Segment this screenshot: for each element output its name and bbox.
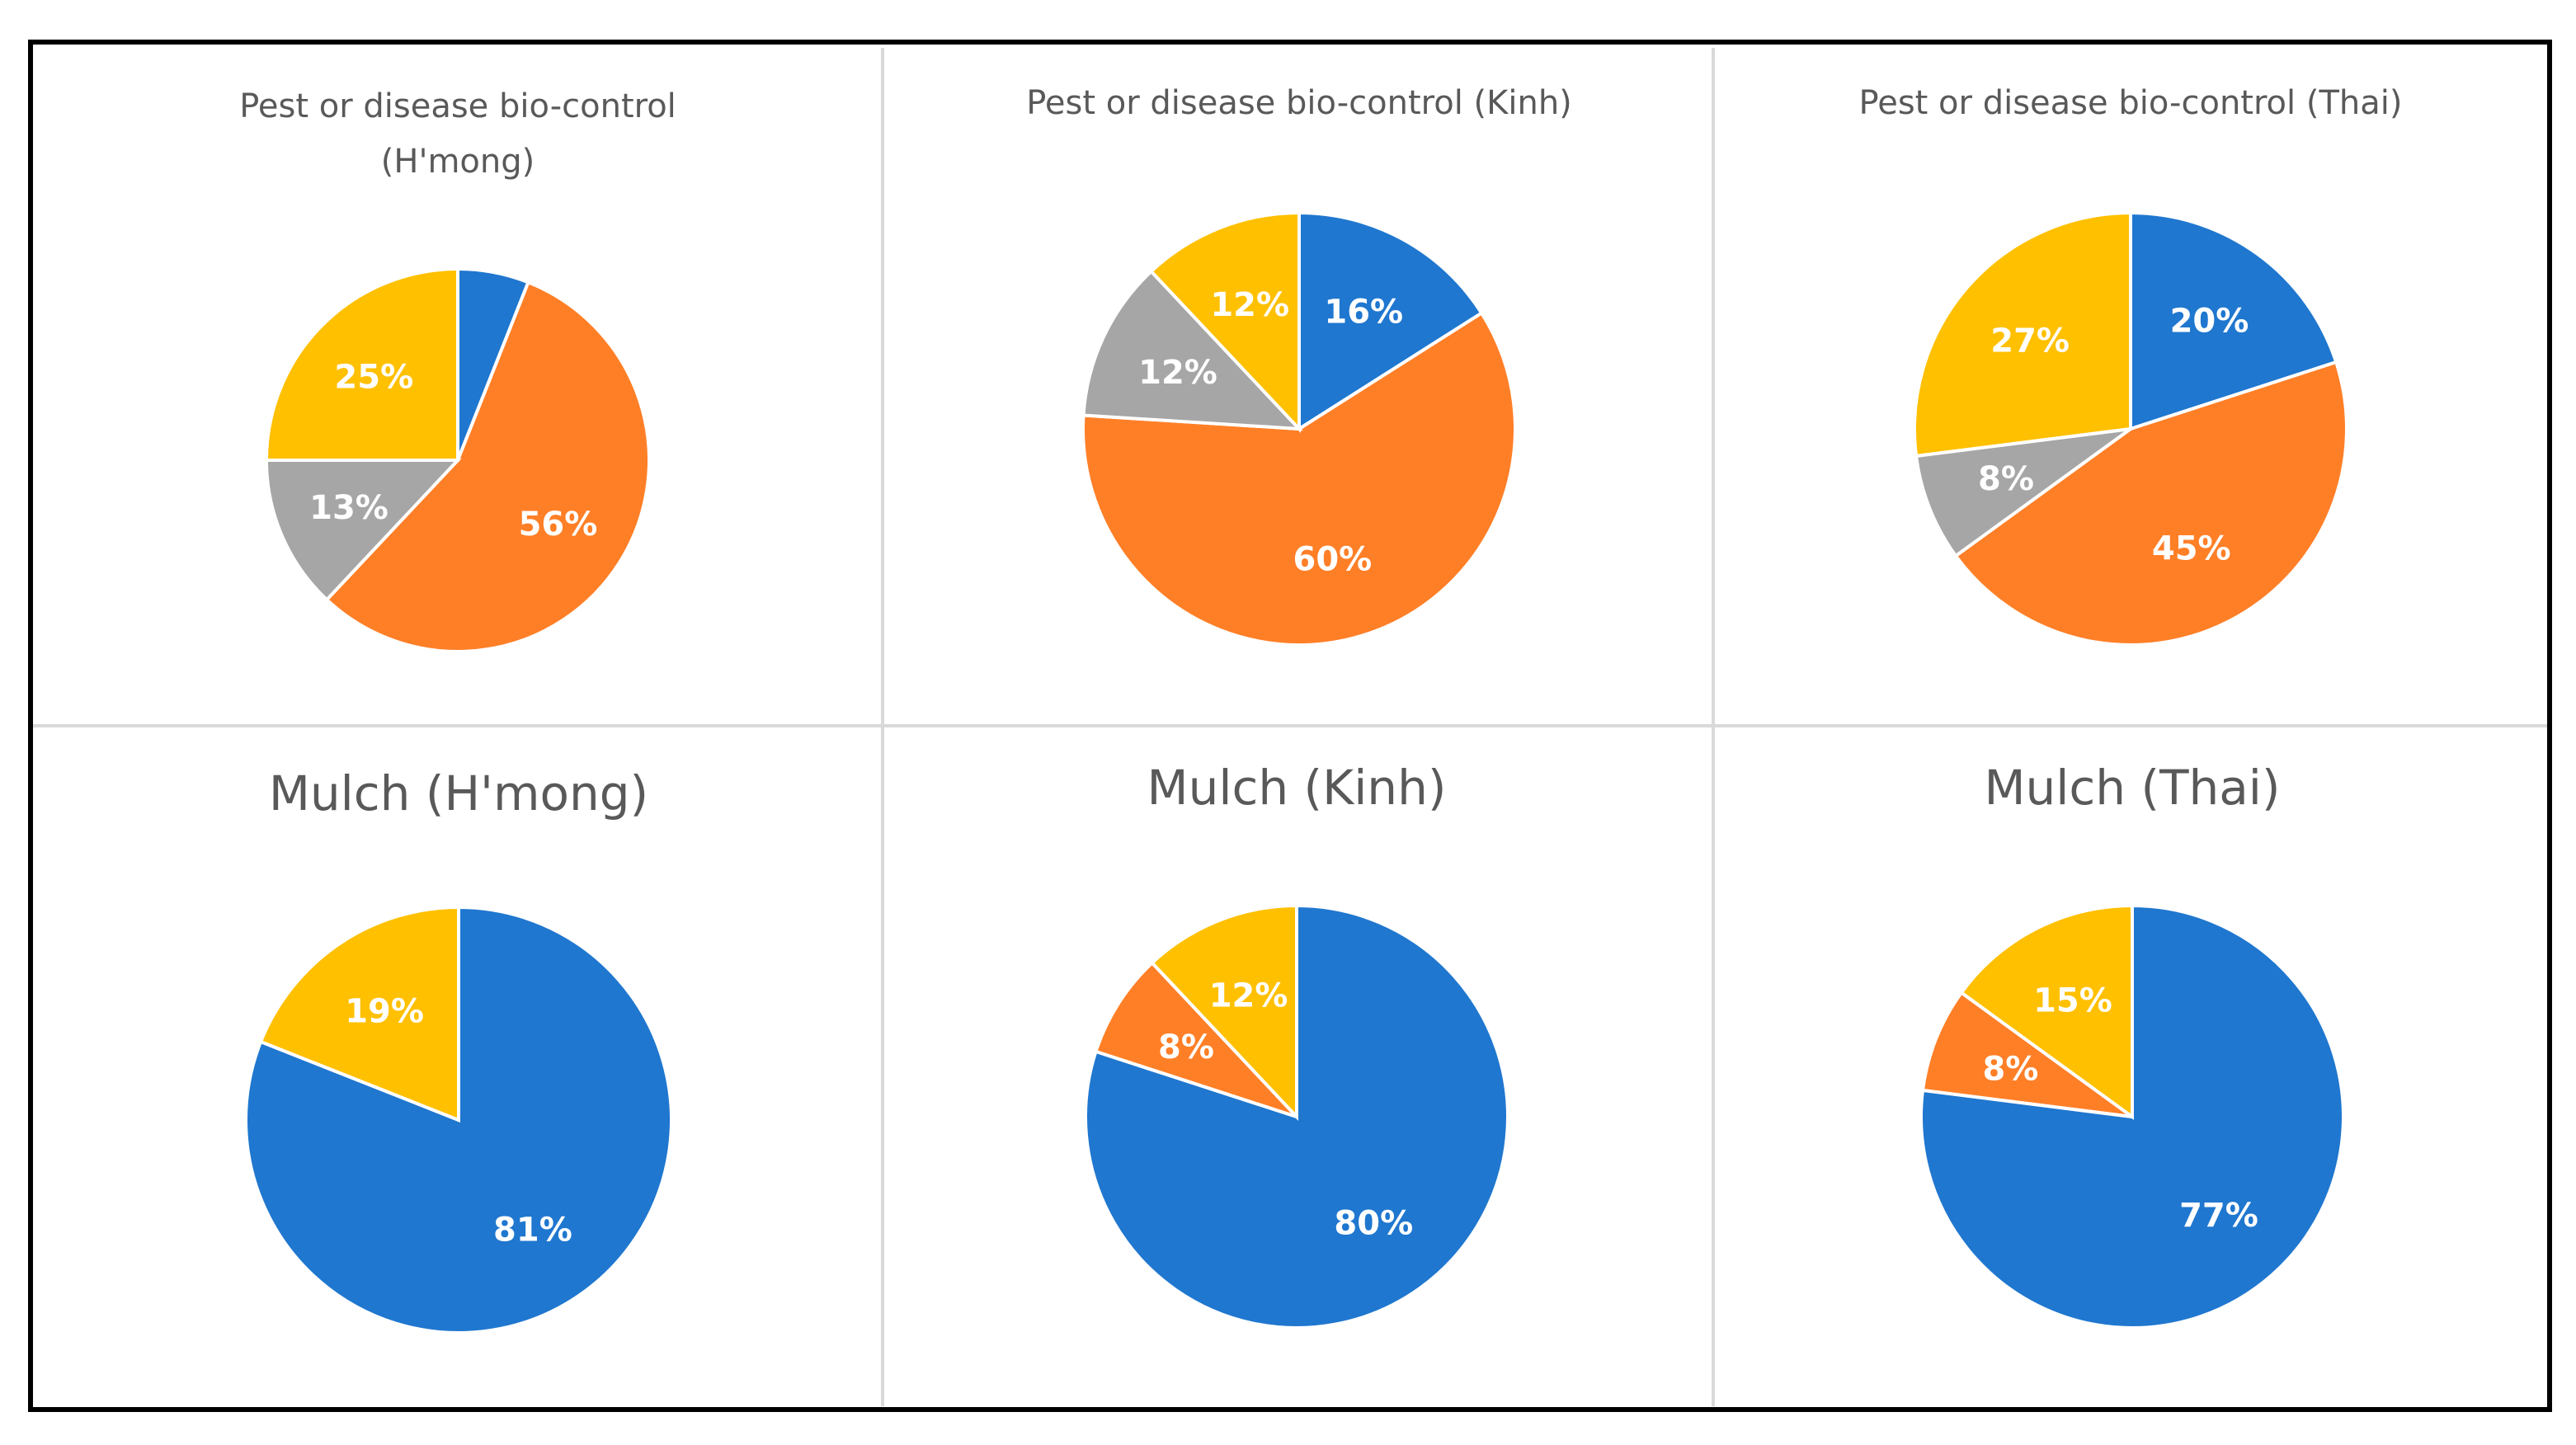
chart-title: Mulch (Kinh) bbox=[1147, 760, 1447, 816]
pie-slice-gray bbox=[264, 459, 462, 602]
pie-slice-blue bbox=[1297, 210, 1484, 432]
slice-label: 8% bbox=[1982, 1051, 2038, 1089]
pie-slice-yellow bbox=[1959, 903, 2134, 1120]
slice-label: 12% bbox=[1138, 354, 1217, 392]
chart-title: Mulch (H'mong) bbox=[269, 765, 648, 821]
slice-label: 56% bbox=[519, 506, 598, 544]
slice-label: 15% bbox=[2033, 982, 2112, 1020]
slice-label: 27% bbox=[1990, 322, 2070, 360]
pie-chart-5: Mulch (Kinh) 80% 8% 12% bbox=[1084, 760, 1509, 1330]
slice-label: 25% bbox=[334, 358, 413, 396]
pie-slice-blue bbox=[1084, 903, 1509, 1330]
pie-slice-yellow bbox=[1148, 210, 1301, 434]
slice-label: 20% bbox=[2170, 303, 2249, 341]
slice-label: 12% bbox=[1209, 977, 1288, 1014]
pie-chart-6: Mulch (Thai) 77% 8% 15% bbox=[1919, 760, 2345, 1330]
pie-slice-orange bbox=[1094, 960, 1298, 1118]
slice-label: 16% bbox=[1324, 294, 1403, 332]
slice-label: 81% bbox=[493, 1211, 572, 1249]
slice-label: 45% bbox=[2152, 530, 2231, 568]
pie-slice-yellow bbox=[264, 266, 459, 462]
pie-slice-orange bbox=[324, 280, 651, 653]
slice-label: 8% bbox=[1158, 1028, 1214, 1066]
pie-slice-yellow bbox=[258, 905, 460, 1123]
slice-label: 13% bbox=[309, 489, 389, 527]
pie-slice-yellow bbox=[1913, 210, 2132, 459]
chart-title: Mulch (Thai) bbox=[1984, 760, 2280, 816]
pie-slice-gray bbox=[1081, 269, 1303, 431]
pie-slice-gray bbox=[1914, 427, 2132, 558]
pie-slice-orange bbox=[1920, 990, 2134, 1118]
pie-chart-3: Pest or disease bio-control (Thai) 20% 45%… bbox=[1859, 84, 2403, 647]
pie-chart-2: Pest or disease bio-control (Kinh) 16% 60%… bbox=[1026, 84, 1572, 647]
chart-title: Pest or disease bio-control bbox=[239, 87, 676, 125]
pie-slice-yellow bbox=[1149, 903, 1298, 1122]
slice-label: 12% bbox=[1210, 286, 1289, 324]
pie-chart-1: Pest or disease bio-control (H'mong) 56% 13… bbox=[239, 87, 676, 653]
slice-label: 19% bbox=[345, 993, 424, 1031]
chart-title: (H'mong) bbox=[381, 143, 535, 181]
slice-label: 8% bbox=[1978, 460, 2034, 498]
pie-slice-orange bbox=[1953, 360, 2348, 647]
chart-title: Pest or disease bio-control (Thai) bbox=[1859, 84, 2403, 122]
slice-label: 60% bbox=[1293, 540, 1373, 578]
slice-label: 77% bbox=[2179, 1197, 2258, 1235]
pie-chart-4: Mulch (H'mong) 81% 19% bbox=[244, 765, 673, 1334]
chart-title: Pest or disease bio-control (Kinh) bbox=[1026, 84, 1572, 122]
pie-slice-blue bbox=[2129, 210, 2338, 431]
slice-label: 80% bbox=[1334, 1204, 1413, 1242]
pie-slice-orange bbox=[1081, 310, 1517, 647]
